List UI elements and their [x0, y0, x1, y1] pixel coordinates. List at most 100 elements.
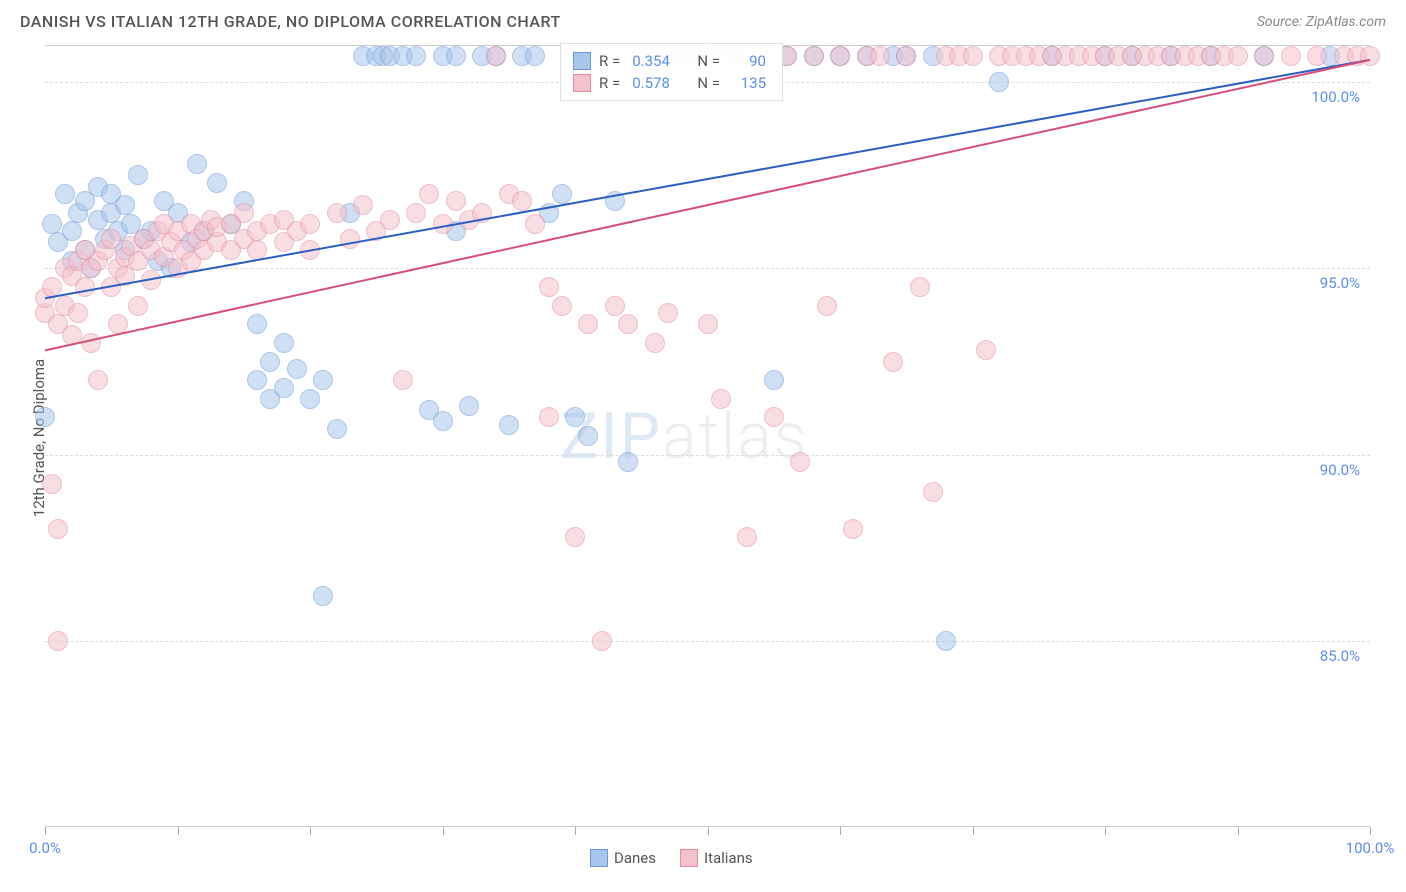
data-point [406, 203, 426, 223]
data-point [499, 415, 519, 435]
legend-swatch [573, 52, 591, 70]
data-point [605, 191, 625, 211]
data-point [605, 296, 625, 316]
data-point [247, 370, 267, 390]
data-point [459, 396, 479, 416]
x-tick [840, 827, 841, 835]
data-point [101, 229, 121, 249]
data-point [108, 314, 128, 334]
data-point [804, 46, 824, 66]
x-tick [310, 827, 311, 835]
data-point [896, 46, 916, 66]
x-tick [1370, 827, 1371, 835]
data-point [618, 452, 638, 472]
data-point [525, 46, 545, 66]
data-point [1254, 46, 1274, 66]
data-point [512, 191, 532, 211]
stats-legend-row: R =0.578 N =135 [573, 72, 770, 94]
data-point [976, 340, 996, 360]
data-point [817, 296, 837, 316]
data-point [843, 519, 863, 539]
data-point [88, 370, 108, 390]
stat-r-value: 0.578 [632, 74, 670, 92]
data-point [247, 314, 267, 334]
data-point [578, 426, 598, 446]
legend-label: Danes [614, 849, 656, 867]
legend-label: Italians [704, 849, 753, 867]
chart-title: DANISH VS ITALIAN 12TH GRADE, NO DIPLOMA… [20, 12, 561, 31]
data-point [645, 333, 665, 353]
data-point [830, 46, 850, 66]
legend-swatch [590, 849, 608, 867]
data-point [300, 214, 320, 234]
data-point [380, 210, 400, 230]
y-axis-label: 100.0% [1290, 88, 1360, 106]
data-point [128, 165, 148, 185]
data-point [234, 203, 254, 223]
data-point [35, 407, 55, 427]
legend-swatch [573, 74, 591, 92]
y-axis-label: 95.0% [1290, 274, 1360, 292]
data-point [539, 277, 559, 297]
data-point [393, 370, 413, 390]
data-point [313, 370, 333, 390]
stats-legend-row: R =0.354 N =90 [573, 50, 770, 72]
data-point [187, 154, 207, 174]
data-point [327, 203, 347, 223]
x-tick [1238, 827, 1239, 835]
stat-n-value: 135 [732, 74, 766, 92]
data-point [910, 277, 930, 297]
data-point [340, 229, 360, 249]
data-point [141, 270, 161, 290]
data-point [42, 214, 62, 234]
data-point [578, 314, 598, 334]
plot-area [45, 45, 1370, 827]
data-point [936, 631, 956, 651]
data-point [55, 184, 75, 204]
data-point [963, 46, 983, 66]
data-point [883, 352, 903, 372]
data-point [287, 359, 307, 379]
data-point [433, 411, 453, 431]
data-point [446, 191, 466, 211]
correlation-chart: ZIPatlas85.0%90.0%95.0%100.0%0.0%100.0%1… [0, 39, 1406, 879]
stat-r-label: R = [599, 52, 620, 70]
data-point [923, 482, 943, 502]
gridline [45, 268, 1370, 269]
data-point [446, 46, 466, 66]
data-point [539, 407, 559, 427]
data-point [353, 195, 373, 215]
data-point [870, 46, 890, 66]
legend-item: Italians [680, 849, 753, 867]
data-point [592, 631, 612, 651]
data-point [764, 370, 784, 390]
legend-item: Danes [590, 849, 656, 867]
x-tick [443, 827, 444, 835]
data-point [327, 419, 347, 439]
y-axis-label: 85.0% [1290, 647, 1360, 665]
data-point [406, 46, 426, 66]
data-point [62, 221, 82, 241]
data-point [552, 184, 572, 204]
stat-n-value: 90 [732, 52, 766, 70]
data-point [565, 527, 585, 547]
stat-r-value: 0.354 [632, 52, 670, 70]
gridline [45, 641, 1370, 642]
data-point [300, 389, 320, 409]
data-point [737, 527, 757, 547]
data-point [247, 240, 267, 260]
data-point [128, 296, 148, 316]
y-axis-label: 90.0% [1290, 461, 1360, 479]
data-point [764, 407, 784, 427]
chart-source: Source: ZipAtlas.com [1257, 14, 1386, 30]
data-point [1360, 46, 1380, 66]
data-point [313, 586, 333, 606]
x-tick [178, 827, 179, 835]
data-point [62, 325, 82, 345]
data-point [472, 203, 492, 223]
data-point [274, 333, 294, 353]
data-point [658, 303, 678, 323]
data-point [1307, 46, 1327, 66]
data-point [68, 303, 88, 323]
data-point [565, 407, 585, 427]
